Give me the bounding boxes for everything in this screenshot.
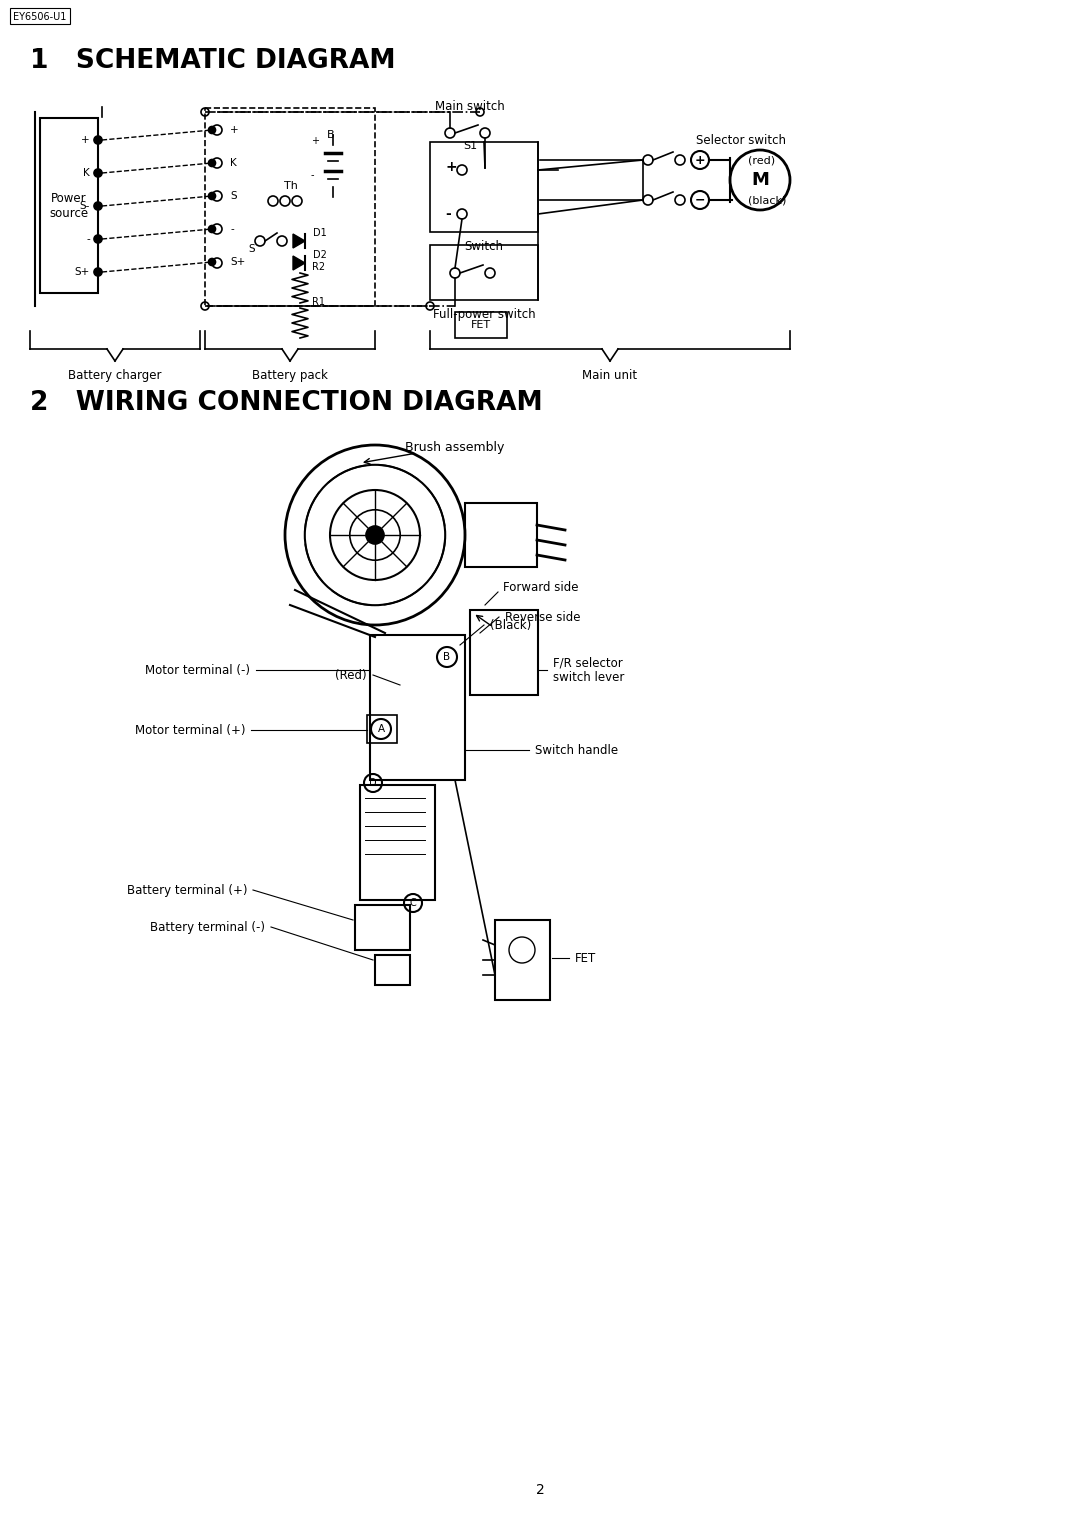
Text: S: S xyxy=(248,244,255,254)
Circle shape xyxy=(208,193,216,200)
Text: Reverse side: Reverse side xyxy=(505,611,581,623)
Text: Battery terminal (-): Battery terminal (-) xyxy=(150,920,265,934)
Text: Battery pack: Battery pack xyxy=(252,368,328,382)
Text: 2   WIRING CONNECTION DIAGRAM: 2 WIRING CONNECTION DIAGRAM xyxy=(30,390,542,416)
Text: 2: 2 xyxy=(536,1484,544,1497)
Text: D2: D2 xyxy=(313,251,327,260)
Bar xyxy=(360,785,435,900)
Text: Switch handle: Switch handle xyxy=(535,744,618,756)
Circle shape xyxy=(94,202,102,209)
Text: S+: S+ xyxy=(75,267,90,277)
Text: R1: R1 xyxy=(312,296,325,307)
Text: Battery charger: Battery charger xyxy=(68,368,162,382)
Text: Power
source: Power source xyxy=(50,191,89,220)
Bar xyxy=(355,905,410,950)
Text: FET: FET xyxy=(471,319,491,330)
Text: +: + xyxy=(230,125,239,134)
Text: 1   SCHEMATIC DIAGRAM: 1 SCHEMATIC DIAGRAM xyxy=(30,47,395,73)
Text: S1: S1 xyxy=(463,141,477,151)
Text: -: - xyxy=(230,225,233,234)
Text: Selector switch: Selector switch xyxy=(696,133,786,147)
Bar xyxy=(375,955,410,986)
Circle shape xyxy=(366,526,384,544)
Text: -: - xyxy=(445,206,450,222)
Text: Battery terminal (+): Battery terminal (+) xyxy=(126,883,247,897)
Bar xyxy=(367,715,397,743)
Text: EY6506-U1: EY6506-U1 xyxy=(13,12,67,21)
Circle shape xyxy=(94,136,102,144)
Text: M: M xyxy=(751,171,769,189)
Bar xyxy=(465,503,537,567)
Bar xyxy=(470,610,538,695)
Text: K: K xyxy=(83,168,90,177)
Circle shape xyxy=(208,127,216,133)
Bar xyxy=(430,142,538,232)
Text: +: + xyxy=(311,136,319,147)
Text: D: D xyxy=(369,778,377,788)
Circle shape xyxy=(208,226,216,232)
Text: Main unit: Main unit xyxy=(582,368,637,382)
Bar xyxy=(40,118,98,293)
Text: (red): (red) xyxy=(748,154,775,165)
Text: R2: R2 xyxy=(312,261,325,272)
Polygon shape xyxy=(293,257,305,270)
Circle shape xyxy=(94,267,102,277)
Circle shape xyxy=(94,170,102,177)
Text: S+: S+ xyxy=(230,257,245,267)
Text: -: - xyxy=(86,234,90,244)
Text: F/R selector
switch lever: F/R selector switch lever xyxy=(553,656,624,685)
Bar xyxy=(205,108,375,306)
Text: D1: D1 xyxy=(313,228,327,238)
Text: B: B xyxy=(444,652,450,662)
Text: K: K xyxy=(230,157,237,168)
Text: B: B xyxy=(327,130,335,141)
Text: S: S xyxy=(230,191,237,202)
Text: Forward side: Forward side xyxy=(503,581,579,593)
Text: Th: Th xyxy=(284,180,298,191)
Text: +: + xyxy=(694,153,705,167)
Text: +: + xyxy=(445,160,457,174)
Text: (Black): (Black) xyxy=(490,619,531,631)
Text: -: - xyxy=(311,170,314,180)
Text: −: − xyxy=(694,194,705,206)
Polygon shape xyxy=(293,234,305,248)
Text: FET: FET xyxy=(575,952,596,964)
Bar xyxy=(10,8,70,24)
Circle shape xyxy=(208,159,216,167)
Bar xyxy=(495,920,550,999)
Text: (black): (black) xyxy=(748,196,786,205)
Bar xyxy=(455,312,507,338)
Circle shape xyxy=(94,235,102,243)
Bar xyxy=(430,244,538,299)
Bar xyxy=(370,636,465,779)
Text: Switch: Switch xyxy=(464,240,503,252)
Text: Motor terminal (-): Motor terminal (-) xyxy=(145,663,249,677)
Text: S-: S- xyxy=(80,202,90,211)
Text: Motor terminal (+): Motor terminal (+) xyxy=(135,723,245,736)
Circle shape xyxy=(208,258,216,266)
Text: C: C xyxy=(409,898,417,908)
Text: Brush assembly: Brush assembly xyxy=(405,440,504,454)
Text: +: + xyxy=(81,134,90,145)
Text: A: A xyxy=(377,724,384,733)
Text: Main switch: Main switch xyxy=(435,99,504,113)
Text: (Red): (Red) xyxy=(336,669,367,681)
Text: Full-power switch: Full-power switch xyxy=(433,307,536,321)
